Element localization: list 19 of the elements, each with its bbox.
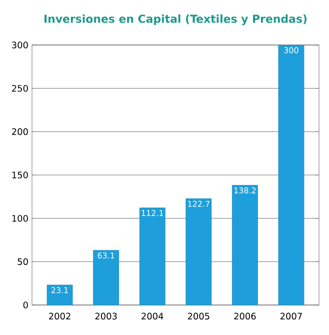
y-tick-label: 100 — [12, 214, 28, 222]
y-tick-label: 50 — [18, 258, 28, 266]
bar — [232, 185, 258, 305]
y-tick-label: 150 — [12, 172, 28, 178]
bar — [139, 208, 166, 305]
bar — [278, 45, 304, 305]
chart-title: Inversiones en Capital (Textiles y Prendas) — [44, 14, 307, 26]
y-tick-label: 200 — [12, 128, 28, 136]
x-tick-label: 2007 — [280, 312, 302, 320]
bar — [186, 198, 212, 305]
y-tick-label: 0 — [23, 302, 28, 308]
bar — [93, 250, 119, 305]
x-tick-label: 2005 — [188, 312, 210, 320]
x-tick-label: 2002 — [49, 312, 70, 320]
x-tick-label: 2006 — [234, 312, 256, 320]
y-tick-label: 300 — [12, 42, 28, 48]
x-tick-label: 2003 — [95, 312, 117, 320]
y-tick-label: 250 — [12, 84, 28, 92]
x-tick-label: 2004 — [142, 312, 164, 320]
